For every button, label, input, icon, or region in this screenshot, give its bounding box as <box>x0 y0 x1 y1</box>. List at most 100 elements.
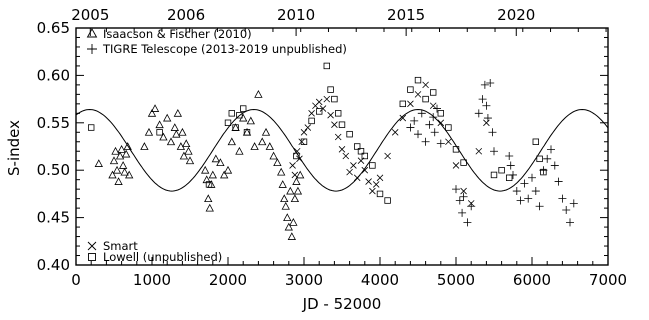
triangle-data-point <box>147 108 157 117</box>
legend-item-isaacson: Isaacson & Fischer (2010) <box>86 27 252 41</box>
cross-data-point <box>334 133 342 141</box>
square-data-point <box>437 110 444 117</box>
cross-data-point <box>437 119 445 127</box>
plus-data-point <box>486 78 495 87</box>
cross-data-point <box>445 138 452 146</box>
cross-data-point <box>353 174 361 182</box>
plus-data-point <box>417 109 426 118</box>
triangle-data-point <box>144 127 154 136</box>
plus-data-point <box>478 95 487 104</box>
triangle-data-point <box>118 161 128 169</box>
square-data-point <box>346 130 353 138</box>
cross-data-point <box>429 102 437 110</box>
x-tick-label: 1000 <box>133 271 171 289</box>
square-data-point <box>308 117 315 125</box>
legend-bottom: Smart Lowell (unpublished) <box>87 239 222 264</box>
square-data-point <box>156 129 163 136</box>
plus-data-point <box>505 151 514 160</box>
plus-data-point <box>480 80 489 89</box>
cross-data-point <box>346 168 353 176</box>
legend-label-tigre: TIGRE Telescope (2013-2019 unpublished) <box>102 42 347 56</box>
fit-layer <box>75 108 609 192</box>
square-data-point <box>536 155 543 163</box>
x-tick-label: 7000 <box>589 271 627 289</box>
ticks-layer <box>75 27 609 266</box>
square-data-point <box>300 138 308 145</box>
plus-data-point <box>410 116 419 125</box>
square-data-point <box>460 159 467 166</box>
triangle-data-point <box>108 170 117 179</box>
plus-data-point <box>406 123 415 132</box>
top-year-label: 2005 <box>71 6 109 24</box>
plus-data-point <box>436 139 445 148</box>
plus-data-point <box>463 218 472 227</box>
square-data-point <box>357 148 365 155</box>
triangle-data-point <box>140 142 149 150</box>
triangle-data-point <box>178 127 187 136</box>
triangle-data-point <box>159 132 168 141</box>
triangle-data-point <box>258 137 267 146</box>
plus-data-point <box>421 137 430 146</box>
cross-data-point <box>365 178 372 185</box>
plus-data-point <box>547 145 555 154</box>
triangle-data-point <box>277 167 286 176</box>
top-year-label: 2015 <box>387 6 425 24</box>
square-data-point <box>353 143 361 150</box>
triangle-data-point <box>261 127 271 136</box>
triangle-data-point <box>204 194 213 203</box>
square-data-point <box>331 95 338 103</box>
cross-data-point <box>350 162 357 169</box>
plus-data-point <box>488 128 497 137</box>
triangle-data-point <box>170 123 179 131</box>
triangle-data-point <box>121 149 131 158</box>
triangle-data-point <box>278 180 287 188</box>
plus-data-point <box>430 128 439 137</box>
cross-data-point <box>452 162 460 169</box>
cross-data-point <box>399 114 407 122</box>
square-data-point <box>399 100 406 108</box>
square-data-point <box>293 152 300 160</box>
plus-data-point <box>531 187 540 196</box>
square-data-point <box>414 76 422 84</box>
cross-data-point <box>422 81 429 89</box>
square-data-point <box>540 168 547 176</box>
triangle-data-point <box>265 142 274 150</box>
cross-data-point <box>338 146 346 153</box>
cross-data-point <box>298 138 306 146</box>
triangle-data-point <box>179 151 189 160</box>
square-data-point <box>205 181 213 188</box>
cross-data-point <box>475 147 483 155</box>
y-tick-label: 0.40 <box>37 256 70 274</box>
cross-data-point <box>304 124 312 131</box>
triangle-data-point <box>123 142 132 150</box>
square-data-point <box>407 86 414 93</box>
plus-data-point <box>452 185 460 194</box>
plus-data-point <box>490 147 498 156</box>
square-data-point <box>315 108 323 115</box>
cross-data-point <box>467 200 475 207</box>
cross-data-point <box>372 181 380 188</box>
plus-data-point <box>474 109 483 118</box>
square-data-point <box>445 124 452 131</box>
triangle-data-point <box>293 186 303 195</box>
triangle-data-point <box>173 108 183 117</box>
plus-data-point <box>458 208 467 217</box>
plus-data-point <box>558 194 567 203</box>
y-tick-label: 0.60 <box>37 66 70 84</box>
square-data-point <box>228 110 235 117</box>
labels-layer: 0 1000 2000 3000 4000 5000 6000 7000 0.40 0.45 0.5… <box>37 6 628 289</box>
points-layer <box>88 62 578 240</box>
top-year-label: 2020 <box>497 6 535 24</box>
triangle-data-point <box>281 201 290 210</box>
y-tick-label: 0.45 <box>37 209 70 227</box>
square-data-point <box>505 174 513 181</box>
square-data-point <box>334 110 342 117</box>
cross-data-point <box>369 187 376 195</box>
legend-item-tigre: TIGRE Telescope (2013-2019 unpublished) <box>87 42 347 56</box>
triangle-data-point <box>284 222 293 231</box>
triangle-data-point <box>250 142 259 150</box>
triangle-data-point <box>269 151 278 160</box>
cross-data-point <box>460 187 467 195</box>
triangle-data-point <box>120 167 129 176</box>
